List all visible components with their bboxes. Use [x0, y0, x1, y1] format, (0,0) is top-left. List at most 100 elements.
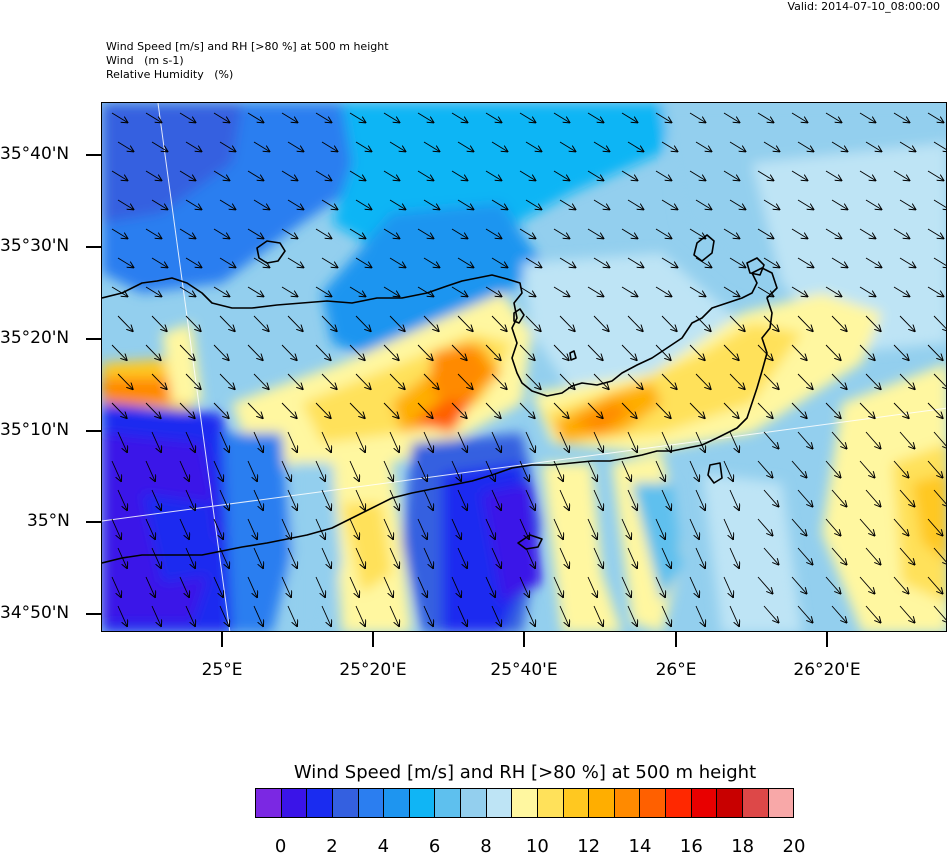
wind-arrow	[145, 170, 161, 180]
wind-arrow	[247, 228, 263, 238]
wind-arrow	[485, 170, 501, 180]
colorbar-swatch	[589, 789, 615, 817]
wind-arrow	[219, 199, 235, 209]
wind-arrow	[213, 170, 229, 180]
wind-arrow	[933, 257, 946, 267]
wind-arrow	[723, 228, 739, 238]
colorbar-swatch	[640, 789, 666, 817]
wind-arrow	[729, 315, 745, 331]
wind-arrow	[661, 141, 677, 151]
wind-arrow	[723, 286, 739, 296]
wind-arrow	[145, 518, 155, 539]
wind-arrow	[757, 228, 773, 238]
wind-arrow	[491, 431, 501, 452]
wind-arrow	[185, 141, 201, 151]
wind-arrow	[757, 402, 773, 418]
wind-arrow	[151, 315, 167, 331]
wind-arrow	[723, 576, 733, 597]
colorbar-label: 6	[428, 836, 441, 854]
wind-arrow	[865, 199, 881, 209]
wind-arrow	[893, 112, 909, 122]
wind-arrow	[689, 518, 699, 539]
wind-arrow	[859, 286, 875, 296]
wind-arrow	[553, 286, 569, 296]
wind-arrow	[723, 112, 739, 122]
wind-arrow	[933, 315, 946, 331]
wind-arrow	[723, 460, 733, 481]
wind-arrow	[287, 373, 303, 389]
wind-arrow	[899, 605, 915, 623]
wind-arrow	[661, 431, 671, 452]
wind-arrow	[111, 518, 121, 539]
wind-arrow	[927, 402, 943, 418]
map-panel	[101, 102, 947, 632]
wind-arrow	[457, 431, 467, 452]
lat-label-34-50: 34°50'N	[0, 603, 70, 623]
wind-arrow	[253, 315, 269, 331]
wind-arrow	[621, 112, 637, 122]
wind-arrow	[723, 402, 739, 418]
wind-arrow	[825, 286, 841, 296]
wind-arrow	[825, 112, 841, 122]
wind-arrow	[621, 170, 637, 180]
wind-arrow	[695, 315, 711, 331]
wind-arrow	[179, 170, 195, 180]
wind-arrow	[451, 344, 467, 360]
wind-arrow	[349, 344, 365, 360]
wind-arrow	[621, 228, 637, 238]
wind-arrow	[621, 402, 637, 418]
wind-arrow	[349, 228, 365, 238]
wind-arrow	[349, 112, 365, 122]
wind-arrow	[485, 112, 501, 122]
wind-arrow	[519, 402, 535, 418]
colorbar-label: 10	[525, 836, 549, 854]
wind-arrow	[621, 344, 637, 360]
wind-arrow	[525, 547, 535, 568]
wind-arrow	[457, 373, 473, 389]
wind-arrow	[729, 141, 745, 151]
wind-arrow	[485, 228, 501, 238]
wind-arrow	[451, 518, 461, 539]
wind-arrow	[145, 460, 155, 481]
wind-arrow	[281, 576, 291, 597]
wind-arrow	[723, 518, 733, 539]
wind-arrow	[559, 489, 569, 510]
wind-arrow	[831, 547, 847, 565]
lat-label-35-30: 35°30'N	[0, 236, 70, 256]
wind-arrow	[145, 228, 161, 238]
wind-arrow	[933, 547, 946, 565]
wind-arrow	[661, 489, 671, 510]
wind-arrow	[797, 199, 813, 209]
wind-arrow	[593, 547, 603, 568]
wind-arrow	[927, 286, 943, 296]
wind-arrow	[457, 547, 467, 568]
wind-field-label: Wind (m s-1)	[106, 54, 184, 67]
wind-arrow	[491, 547, 501, 568]
wind-arrow	[627, 373, 643, 389]
lat-tick	[86, 521, 101, 523]
wind-arrow	[859, 112, 875, 122]
wind-arrow	[695, 547, 705, 568]
wind-arrow	[451, 170, 467, 180]
wind-arrow	[111, 344, 127, 360]
wind-arrow	[185, 489, 195, 510]
wind-arrow	[763, 605, 779, 623]
wind-arrow	[383, 112, 399, 122]
wind-arrow	[825, 170, 841, 180]
wind-arrow	[151, 199, 167, 209]
wind-arrow	[179, 286, 195, 296]
wind-arrow	[417, 112, 433, 122]
wind-arrow	[729, 199, 745, 209]
wind-arrow	[219, 141, 235, 151]
wind-arrow	[519, 170, 535, 180]
plot-title: Wind Speed [m/s] and RH [>80 %] at 500 m…	[106, 40, 389, 53]
colorbar-swatch	[486, 789, 513, 817]
wind-arrow	[627, 605, 637, 626]
wind-arrow	[457, 199, 473, 209]
wind-arrow	[287, 547, 297, 568]
wind-arrow	[933, 605, 946, 623]
wind-arrow	[423, 141, 439, 151]
wind-arrow	[185, 431, 195, 452]
colorbar-label: 2	[326, 836, 338, 854]
